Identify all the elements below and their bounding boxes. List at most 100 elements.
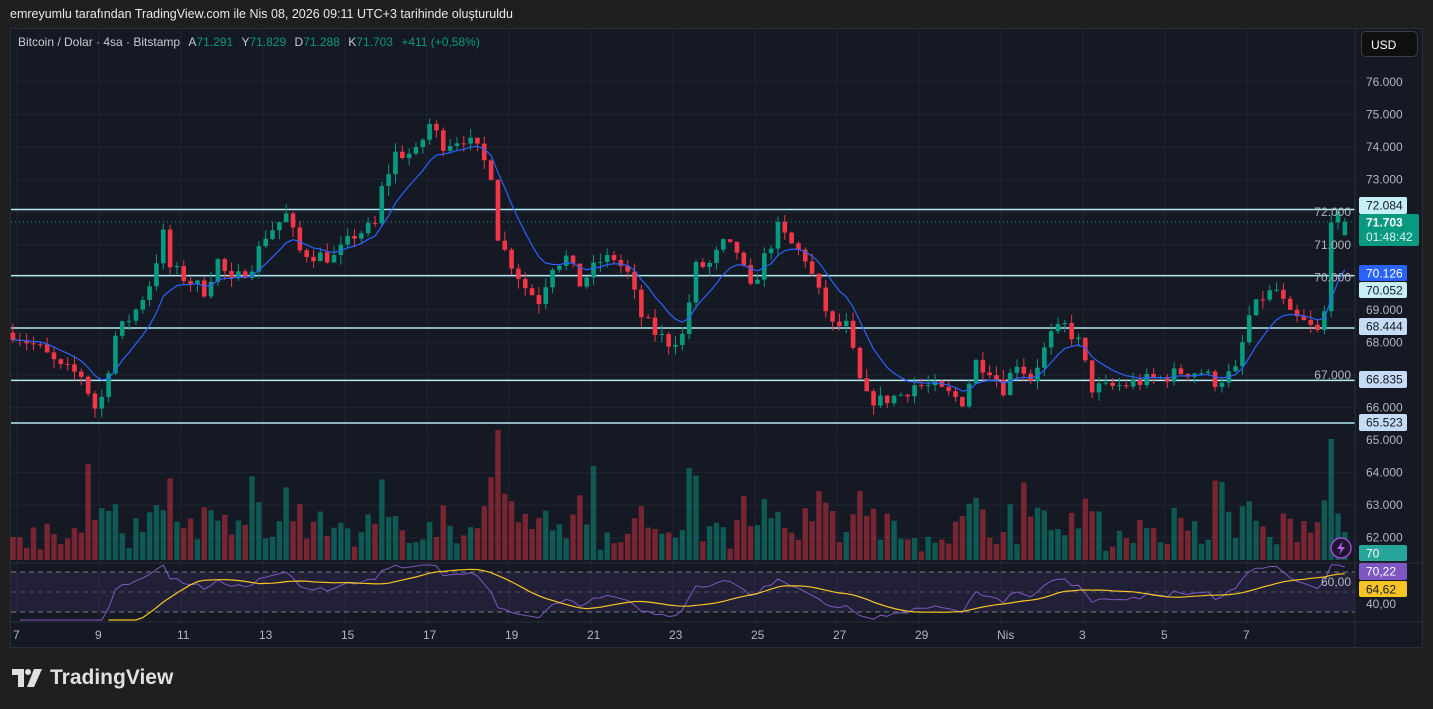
candle[interactable] — [372, 215, 378, 227]
candle[interactable] — [1069, 314, 1074, 346]
candle[interactable] — [1096, 377, 1102, 401]
candle[interactable] — [891, 394, 897, 407]
candle[interactable] — [536, 287, 542, 314]
candle[interactable] — [324, 243, 330, 264]
candle[interactable] — [987, 364, 992, 379]
candle[interactable] — [427, 118, 432, 145]
candle[interactable] — [1322, 305, 1327, 335]
candle[interactable] — [201, 276, 207, 299]
candle[interactable] — [816, 273, 822, 295]
candle[interactable] — [181, 260, 187, 285]
candle[interactable] — [905, 393, 911, 403]
candle[interactable] — [311, 249, 316, 268]
candle[interactable] — [454, 136, 460, 151]
candle[interactable] — [133, 308, 139, 325]
candle[interactable] — [420, 138, 426, 154]
candle[interactable] — [1226, 363, 1232, 388]
candle[interactable] — [277, 222, 282, 240]
candle[interactable] — [1219, 376, 1225, 393]
candle[interactable] — [195, 279, 200, 293]
candle[interactable] — [1103, 374, 1109, 386]
candle[interactable] — [352, 228, 357, 248]
candle[interactable] — [543, 278, 549, 310]
candle[interactable] — [1246, 305, 1252, 346]
candle[interactable] — [878, 386, 883, 409]
candle[interactable] — [727, 239, 733, 244]
candle[interactable] — [734, 241, 740, 260]
candle[interactable] — [434, 120, 439, 138]
candle[interactable] — [488, 158, 494, 181]
candle[interactable] — [1062, 319, 1068, 333]
candle[interactable] — [222, 257, 228, 281]
candle[interactable] — [256, 241, 262, 279]
candle[interactable] — [960, 396, 965, 408]
candle[interactable] — [802, 247, 808, 268]
candle[interactable] — [1083, 337, 1088, 363]
candle[interactable] — [495, 179, 501, 241]
candle[interactable] — [550, 267, 555, 294]
candle[interactable] — [92, 390, 98, 418]
candle[interactable] — [659, 324, 665, 343]
currency-button[interactable]: USD — [1361, 31, 1418, 57]
candle[interactable] — [17, 332, 23, 347]
candle[interactable] — [1192, 372, 1197, 383]
candle[interactable] — [953, 387, 958, 402]
candle[interactable] — [639, 284, 644, 327]
candle[interactable] — [359, 230, 364, 243]
candle[interactable] — [1035, 359, 1040, 390]
candle[interactable] — [99, 389, 105, 418]
candle[interactable] — [167, 224, 173, 275]
candle[interactable] — [249, 265, 255, 281]
candle[interactable] — [1007, 368, 1013, 396]
candle[interactable] — [584, 276, 590, 289]
candle[interactable] — [160, 223, 166, 270]
candle[interactable] — [837, 313, 842, 331]
candle[interactable] — [843, 313, 849, 334]
candle[interactable] — [1089, 360, 1095, 399]
candle[interactable] — [919, 378, 924, 390]
candle[interactable] — [24, 333, 29, 351]
candle[interactable] — [946, 380, 952, 396]
candle[interactable] — [215, 257, 221, 287]
candle[interactable] — [611, 251, 617, 265]
candle[interactable] — [502, 231, 508, 252]
candle[interactable] — [1110, 378, 1115, 390]
candle[interactable] — [1014, 359, 1020, 381]
candle[interactable] — [1253, 298, 1259, 317]
candle[interactable] — [147, 281, 152, 306]
candle[interactable] — [85, 375, 91, 397]
candle[interactable] — [1281, 283, 1286, 305]
candle[interactable] — [1212, 369, 1218, 392]
candle[interactable] — [645, 313, 651, 319]
candle[interactable] — [413, 142, 419, 156]
candle[interactable] — [809, 253, 815, 277]
candle[interactable] — [119, 320, 125, 340]
candle[interactable] — [126, 314, 132, 331]
candle[interactable] — [406, 148, 412, 166]
candle[interactable] — [290, 211, 296, 237]
candle[interactable] — [666, 331, 671, 355]
lightning-icon[interactable] — [1330, 537, 1352, 559]
candle[interactable] — [236, 263, 241, 281]
candle[interactable] — [741, 251, 747, 268]
candle[interactable] — [823, 279, 829, 318]
candle[interactable] — [871, 388, 876, 415]
candle[interactable] — [652, 308, 658, 342]
candle[interactable] — [481, 136, 487, 170]
candle[interactable] — [980, 351, 986, 381]
candle[interactable] — [379, 181, 385, 226]
candle[interactable] — [563, 250, 569, 271]
candle[interactable] — [1315, 319, 1320, 333]
candle[interactable] — [1178, 364, 1184, 376]
candle[interactable] — [229, 262, 234, 287]
candle[interactable] — [789, 231, 794, 244]
candle[interactable] — [1308, 310, 1313, 333]
candle[interactable] — [782, 214, 788, 240]
candle[interactable] — [522, 272, 528, 296]
candle[interactable] — [79, 368, 84, 385]
candle[interactable] — [850, 312, 856, 350]
candle[interactable] — [270, 221, 275, 240]
candle[interactable] — [748, 258, 753, 286]
candle[interactable] — [1144, 368, 1150, 389]
candle[interactable] — [830, 310, 835, 331]
